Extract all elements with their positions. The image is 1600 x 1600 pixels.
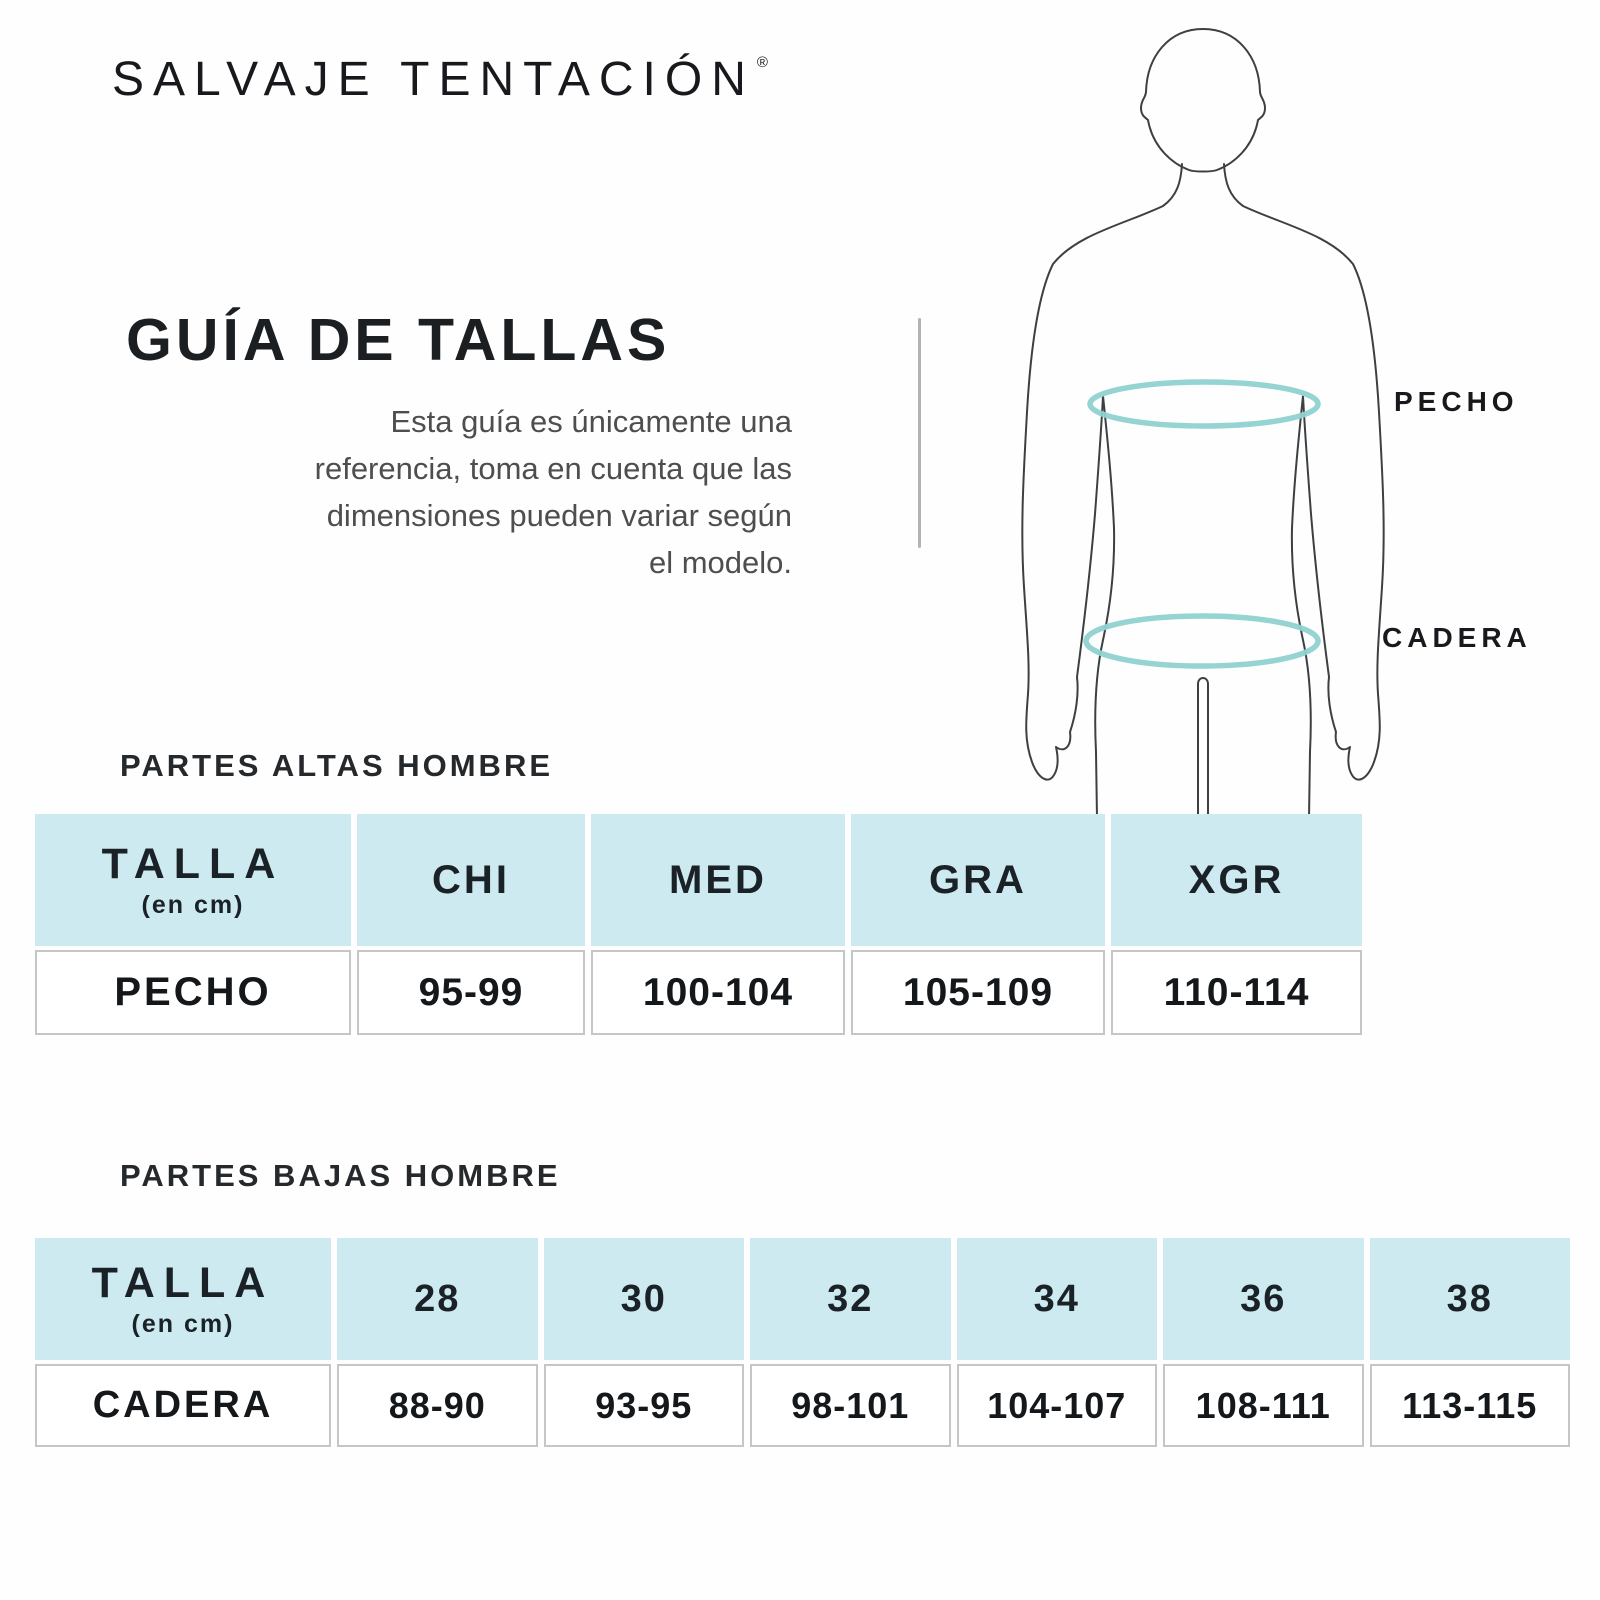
column-header: 38 <box>1369 1238 1570 1360</box>
chest-measure-line <box>1087 379 1321 429</box>
column-header: GRA <box>851 814 1105 946</box>
table-cell: 108-111 <box>1163 1364 1364 1447</box>
column-header: 36 <box>1163 1238 1364 1360</box>
hip-measure-line <box>1083 613 1321 669</box>
lower-parts-section-title: PARTES BAJAS HOMBRE <box>120 1158 561 1193</box>
upper-parts-section-title: PARTES ALTAS HOMBRE <box>120 748 554 783</box>
brand-logo: SALVAJE TENTACIÓN ® <box>112 52 768 107</box>
vertical-divider <box>918 318 921 548</box>
column-header: 30 <box>543 1238 744 1360</box>
male-body-outline-illustration <box>1021 28 1385 818</box>
inseam-line <box>1197 677 1209 818</box>
intro-line: dimensiones pueden variar según <box>326 498 792 533</box>
table-cell: 98-101 <box>750 1364 951 1447</box>
registered-trademark: ® <box>756 54 768 71</box>
intro-line: referencia, toma en cuenta que las <box>314 451 792 486</box>
table-cell: 105-109 <box>851 950 1105 1035</box>
column-header: 32 <box>750 1238 951 1360</box>
table-header-talla: TALLA (en cm) <box>35 1238 331 1360</box>
lower-parts-size-table: TALLA (en cm) 28 30 32 34 36 38 CADERA 8… <box>35 1238 1570 1447</box>
column-header: 34 <box>956 1238 1157 1360</box>
table-cell: 110-114 <box>1111 950 1362 1035</box>
intro-line: Esta guía es únicamente una <box>390 404 792 439</box>
talla-title: TALLA <box>101 839 285 888</box>
table-header-talla: TALLA (en cm) <box>35 814 351 946</box>
table-cell: 104-107 <box>956 1364 1157 1447</box>
row-label-pecho: PECHO <box>35 950 351 1035</box>
body-left-outline <box>1021 163 1183 818</box>
talla-unit: (en cm) <box>141 890 245 919</box>
body-right-outline <box>1223 163 1385 818</box>
table-cell: 113-115 <box>1369 1364 1570 1447</box>
head-outline <box>1140 28 1266 173</box>
page-title: GUÍA DE TALLAS <box>126 307 671 373</box>
table-cell: 100-104 <box>591 950 845 1035</box>
column-header: MED <box>591 814 845 946</box>
table-cell: 95-99 <box>357 950 585 1035</box>
talla-unit: (en cm) <box>131 1309 235 1338</box>
column-header: XGR <box>1111 814 1362 946</box>
upper-parts-size-table: TALLA (en cm) CHI MED GRA XGR PECHO 95-9… <box>35 814 1372 1035</box>
intro-line: el modelo. <box>648 545 792 580</box>
talla-title: TALLA <box>91 1258 275 1307</box>
chest-label: PECHO <box>1394 386 1519 417</box>
hip-label: CADERA <box>1382 622 1532 653</box>
column-header: CHI <box>357 814 585 946</box>
brand-name: SALVAJE TENTACIÓN <box>112 53 755 106</box>
intro-description: Esta guía es únicamente una referencia, … <box>60 398 792 586</box>
table-cell: 93-95 <box>543 1364 744 1447</box>
column-header: 28 <box>337 1238 538 1360</box>
table-cell: 88-90 <box>337 1364 538 1447</box>
row-label-cadera: CADERA <box>35 1364 331 1447</box>
